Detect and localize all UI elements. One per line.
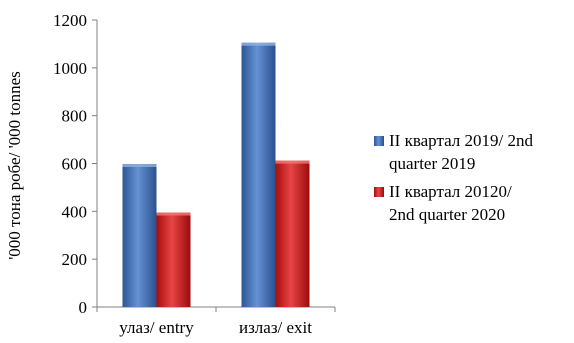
bar-2-2 xyxy=(275,160,310,307)
legend-swatch-1 xyxy=(374,136,384,146)
legend-label-2: II квартал 20120/ xyxy=(389,182,512,201)
x-category-label: улаз/ entry xyxy=(119,318,194,337)
x-category-label: излаз/ exit xyxy=(239,318,312,337)
bar-top-highlight xyxy=(241,42,276,46)
legend-label-1: quarter 2019 xyxy=(389,154,475,173)
y-tick-label: 200 xyxy=(62,250,88,269)
bars xyxy=(122,42,310,308)
y-tick-label: 1200 xyxy=(53,11,87,30)
labels: 0 200 400 600 800 1000 1200 улаз/ entry излаз/ e… xyxy=(5,11,312,337)
bar-2-1 xyxy=(156,212,191,307)
bar-1-1 xyxy=(122,163,157,307)
bar-top-highlight xyxy=(156,212,191,216)
y-axis-title: '000 тона робе/ '000 tonnes xyxy=(5,71,24,260)
y-tick-label: 600 xyxy=(62,155,88,174)
legend-swatch-2 xyxy=(374,187,384,197)
legend: II квартал 2019/ 2nd quarter 2019 II кварт… xyxy=(374,131,533,224)
bar-1-2 xyxy=(241,42,276,308)
y-tick-label: 800 xyxy=(62,107,88,126)
bar-top-highlight xyxy=(122,163,157,167)
legend-label-1: II квартал 2019/ 2nd xyxy=(389,131,533,150)
bar-top-highlight xyxy=(275,160,310,164)
legend-label-2: 2nd quarter 2020 xyxy=(389,205,505,224)
y-tick-label: 400 xyxy=(62,202,88,221)
y-tick-label: 0 xyxy=(79,298,88,317)
y-tick-label: 1000 xyxy=(53,59,87,78)
